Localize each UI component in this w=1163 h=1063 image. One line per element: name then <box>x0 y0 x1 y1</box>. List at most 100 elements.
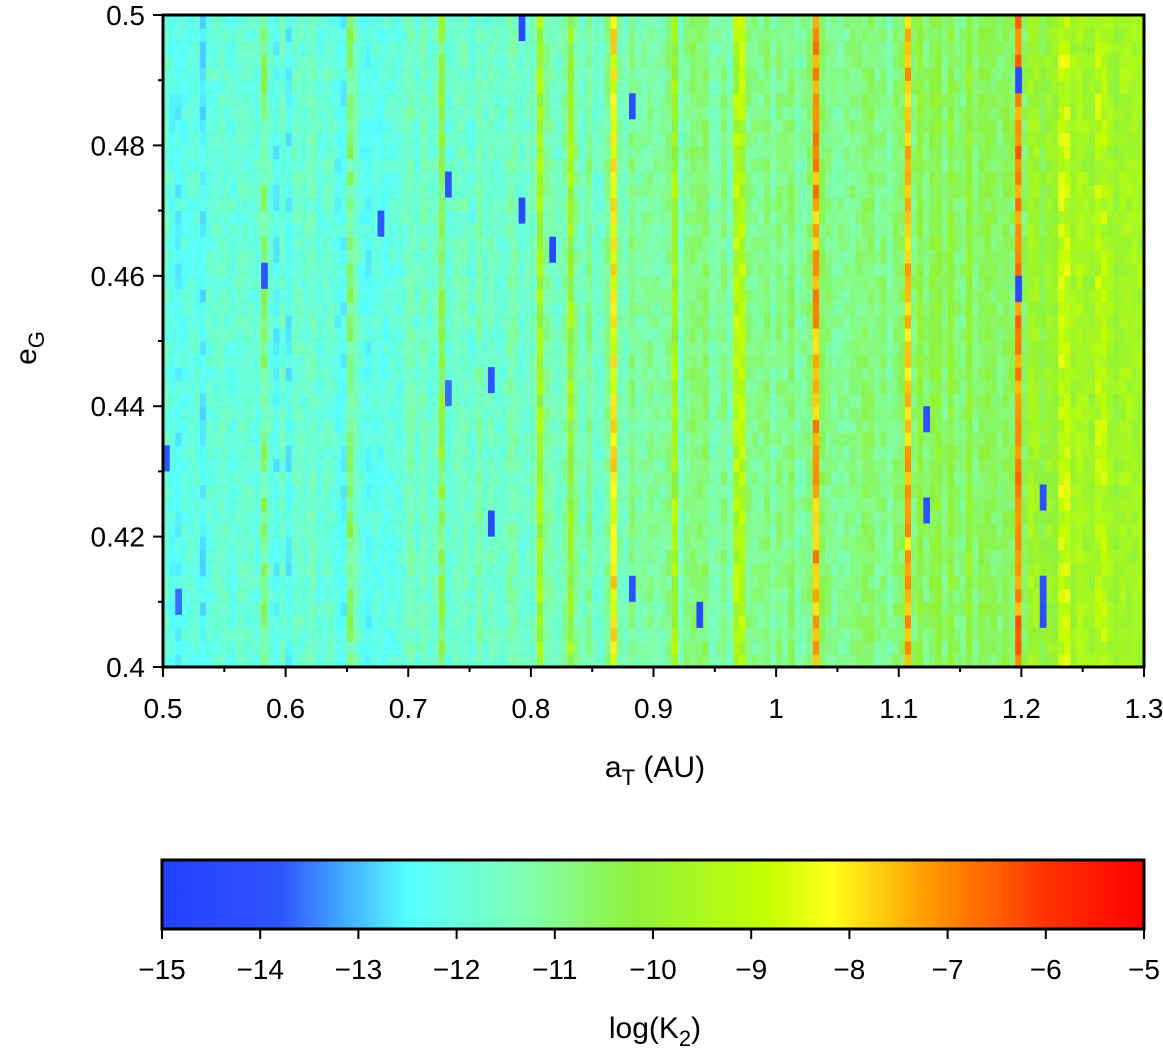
heatmap-cell <box>445 406 452 420</box>
heatmap-cell <box>193 536 201 551</box>
heatmap-cell <box>506 54 514 68</box>
heatmap-cell <box>678 419 685 433</box>
heatmap-cell <box>273 588 281 603</box>
heatmap-cell <box>371 28 379 42</box>
heatmap-cell <box>426 575 434 590</box>
heatmap-cell <box>475 627 483 642</box>
heatmap-cell <box>481 54 489 68</box>
heatmap-cell <box>463 314 471 329</box>
heatmap-cell <box>549 54 556 68</box>
heatmap-column <box>402 15 409 667</box>
heatmap-column <box>279 15 287 667</box>
heatmap-cell <box>475 210 483 225</box>
heatmap-cell <box>586 67 593 81</box>
heatmap-cell <box>586 575 593 590</box>
heatmap-cell <box>224 327 232 342</box>
heatmap-cell <box>481 640 489 655</box>
heatmap-cell <box>218 497 225 512</box>
heatmap-cell <box>163 262 170 277</box>
heatmap-cell <box>512 197 520 212</box>
heatmap-cell <box>549 640 556 655</box>
heatmap-cell <box>212 627 219 642</box>
heatmap-cell <box>555 119 563 133</box>
heatmap-cell <box>506 106 514 120</box>
heatmap-cell <box>586 471 593 486</box>
heatmap-cell <box>573 106 581 120</box>
heatmap-cell <box>671 458 679 472</box>
heatmap-cell <box>426 301 434 316</box>
heatmap-cell <box>635 640 642 655</box>
heatmap-cell <box>622 28 630 42</box>
heatmap-cell <box>481 653 489 667</box>
heatmap-cell <box>690 236 698 251</box>
heatmap-cell <box>579 523 587 538</box>
heatmap-cell <box>451 601 458 616</box>
heatmap-cell <box>285 327 293 342</box>
heatmap-cell <box>310 354 317 368</box>
heatmap-cell <box>469 614 477 629</box>
heatmap-cell <box>739 15 747 29</box>
heatmap-cell <box>671 210 679 225</box>
heatmap-cell <box>175 80 182 94</box>
heatmap-cell <box>678 93 685 107</box>
heatmap-cell <box>328 341 336 355</box>
heatmap-cell <box>475 458 483 472</box>
heatmap-cell <box>727 171 734 186</box>
heatmap-cell <box>383 536 391 551</box>
heatmap-cell <box>506 275 514 290</box>
heatmap-cell <box>720 41 728 55</box>
heatmap-cell <box>757 106 765 120</box>
heatmap-column <box>647 15 655 667</box>
heatmap-cell <box>169 197 176 212</box>
heatmap-cell <box>659 510 667 525</box>
heatmap-cell <box>494 458 501 472</box>
heatmap-cell <box>205 653 213 667</box>
heatmap-cell <box>169 210 176 225</box>
heatmap-cell <box>297 93 305 107</box>
heatmap-cell <box>438 640 446 655</box>
heatmap-cell <box>218 67 225 81</box>
heatmap-cell <box>291 171 299 186</box>
heatmap-cell <box>242 575 250 590</box>
heatmap-cell <box>696 393 704 407</box>
heatmap-cell <box>622 601 630 616</box>
heatmap-cell <box>420 262 428 277</box>
heatmap-cell <box>377 588 385 603</box>
heatmap-cell <box>316 314 324 329</box>
heatmap-cell <box>310 171 317 186</box>
heatmap-cell <box>720 80 728 94</box>
heatmap-cell <box>414 406 422 420</box>
heatmap-cell <box>720 471 728 486</box>
heatmap-cell <box>212 301 219 316</box>
heatmap-cell <box>628 327 636 342</box>
heatmap-cell <box>727 380 734 394</box>
heatmap-cell <box>224 184 232 199</box>
heatmap-cell <box>432 562 440 577</box>
heatmap-cell <box>512 158 520 173</box>
heatmap-cell <box>610 314 618 329</box>
heatmap-cell <box>635 80 642 94</box>
heatmap-cell <box>438 119 446 133</box>
heatmap-cell <box>279 93 287 107</box>
heatmap-cell <box>297 158 305 173</box>
heatmap-cell <box>371 354 379 368</box>
heatmap-cell <box>175 354 182 368</box>
heatmap-cell <box>567 458 575 472</box>
heatmap-cell <box>322 223 330 238</box>
heatmap-cell <box>487 106 495 120</box>
heatmap-cell <box>445 236 452 251</box>
heatmap-cell <box>702 588 710 603</box>
heatmap-cell <box>757 497 765 512</box>
heatmap-cell <box>500 15 507 29</box>
heatmap-cell <box>537 627 544 642</box>
heatmap-cell <box>604 432 612 446</box>
heatmap-cell <box>389 393 397 407</box>
heatmap-cell <box>291 549 299 564</box>
heatmap-cell <box>592 354 599 368</box>
heatmap-cell <box>236 249 244 264</box>
heatmap-cell <box>205 327 213 342</box>
heatmap-cell <box>334 41 342 55</box>
heatmap-cell <box>720 327 728 342</box>
heatmap-cell <box>653 184 661 199</box>
heatmap-cell <box>469 640 477 655</box>
